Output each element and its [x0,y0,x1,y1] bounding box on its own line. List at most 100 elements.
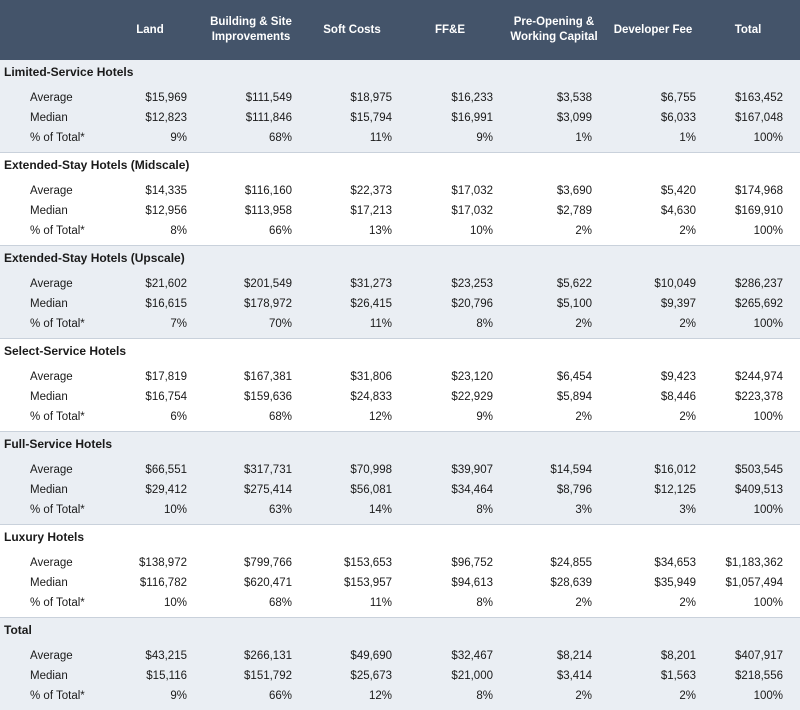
column-header-pre-opening-working-capital: Pre-Opening & Working Capital [494,0,614,60]
group-select-service-hotels: Select-Service Hotels Average $17,819 $167,… [0,339,800,431]
cell-soft-costs: 12% [368,411,392,423]
row-label: Average [30,278,73,290]
cell-total: $265,692 [735,298,783,310]
table-row: Average $14,335 $116,160 $22,373 $17,032 $3,6… [0,181,800,201]
table-row: % of Total* 9% 68% 11% 9% 1% 1% 100% [0,128,800,148]
table-body: Limited-Service Hotels Average $15,969 $111… [0,60,800,710]
group-title: Luxury Hotels [4,530,85,544]
cell-land: 7% [170,318,187,330]
spacer [0,334,800,338]
cell-total: 100% [753,225,783,237]
cell-developer-fee: 2% [679,597,696,609]
row-label: % of Total* [30,690,85,702]
row-label: Average [30,557,73,569]
group-extended-stay-hotels-upscale: Extended-Stay Hotels (Upscale) Average $21… [0,246,800,338]
group-separator [0,245,800,246]
row-label: Average [30,92,73,104]
cell-building-site-improvements: $111,549 [245,92,292,104]
table-row: Average $66,551 $317,731 $70,998 $39,907 $14,… [0,460,800,480]
cell-total: $218,556 [735,670,783,682]
cell-building-site-improvements: $317,731 [244,464,292,476]
cell-total: $1,183,362 [725,557,783,569]
cell-land: $116,782 [139,577,187,589]
column-header-soft-costs: Soft Costs [307,0,397,60]
column-header-developer-fee: Developer Fee [608,0,698,60]
row-label: Average [30,464,73,476]
cell-building-site-improvements: $151,792 [244,670,292,682]
cell-ff-e: 10% [469,225,493,237]
cell-soft-costs: $49,690 [350,650,392,662]
cell-soft-costs: 11% [369,318,392,330]
cell-developer-fee: $6,033 [660,112,696,124]
spacer [0,706,800,710]
cell-ff-e: $16,991 [451,112,493,124]
cell-soft-costs: 13% [368,225,392,237]
cell-land: $16,615 [145,298,187,310]
cell-building-site-improvements: $167,381 [244,371,292,383]
table-row: Median $116,782 $620,471 $153,957 $94,613 $28… [0,573,800,593]
spacer [0,241,800,245]
spacer [0,613,800,617]
cell-ff-e: 8% [476,597,493,609]
cell-building-site-improvements: $201,549 [244,278,292,290]
table-row: % of Total* 10% 68% 11% 8% 2% 2% 100% [0,593,800,613]
cell-building-site-improvements: 66% [268,690,292,702]
cell-pre-opening-working-capital: $14,594 [550,464,592,476]
cell-total: $174,968 [735,185,783,197]
row-label: Median [30,298,68,310]
cell-land: $12,956 [145,205,187,217]
cell-soft-costs: $18,975 [350,92,392,104]
cell-soft-costs: $70,998 [350,464,392,476]
group-title: Extended-Stay Hotels (Midscale) [4,158,190,172]
cell-building-site-improvements: $799,766 [244,557,292,569]
cell-ff-e: 8% [476,690,493,702]
cell-pre-opening-working-capital: $5,100 [556,298,592,310]
cell-pre-opening-working-capital: 2% [575,318,592,330]
cell-ff-e: $96,752 [451,557,493,569]
cell-building-site-improvements: $620,471 [244,577,292,589]
cell-total: 100% [753,411,783,423]
group-title: Extended-Stay Hotels (Upscale) [4,251,185,265]
row-label: Median [30,484,68,496]
cell-pre-opening-working-capital: $3,538 [556,92,592,104]
row-label: % of Total* [30,411,85,423]
cell-developer-fee: $10,049 [654,278,696,290]
cell-developer-fee: 2% [679,225,696,237]
cell-building-site-improvements: 66% [268,225,292,237]
cell-land: 6% [170,411,187,423]
cell-pre-opening-working-capital: $6,454 [556,371,592,383]
cell-developer-fee: $12,125 [654,484,696,496]
cell-soft-costs: $153,957 [344,577,392,589]
cell-land: $66,551 [145,464,187,476]
cell-total: $223,378 [735,391,783,403]
cell-pre-opening-working-capital: $5,894 [556,391,592,403]
cell-land: $14,335 [145,185,187,197]
cell-soft-costs: $15,794 [350,112,392,124]
group-separator [0,338,800,339]
table-row: Median $12,823 $111,846 $15,794 $16,991 $3,09… [0,108,800,128]
cell-pre-opening-working-capital: $8,214 [556,650,592,662]
cell-pre-opening-working-capital: $3,414 [556,670,592,682]
cell-developer-fee: $5,420 [660,185,696,197]
cell-land: $29,412 [145,484,187,496]
cell-ff-e: $34,464 [451,484,493,496]
cell-total: 100% [753,132,783,144]
cell-soft-costs: 14% [368,504,392,516]
table-row: Average $17,819 $167,381 $31,806 $23,120 $6,4… [0,367,800,387]
cell-pre-opening-working-capital: $5,622 [556,278,592,290]
cell-land: $43,215 [145,650,187,662]
cell-total: 100% [753,318,783,330]
cell-land: $16,754 [145,391,187,403]
table-row: Median $16,754 $159,636 $24,833 $22,929 $5,89… [0,387,800,407]
row-label: Median [30,577,68,589]
cell-ff-e: $23,253 [451,278,493,290]
table-row: Average $15,969 $111,549 $18,975 $16,233 $3,5… [0,88,800,108]
column-header-line: Total [734,23,762,36]
group-total: Total Average $43,215 $266,131 $49,690 $32,46… [0,618,800,710]
cell-soft-costs: 11% [369,132,392,144]
cell-soft-costs: 11% [369,597,392,609]
cell-ff-e: $32,467 [451,650,493,662]
spacer [0,427,800,431]
cell-ff-e: $20,796 [451,298,493,310]
